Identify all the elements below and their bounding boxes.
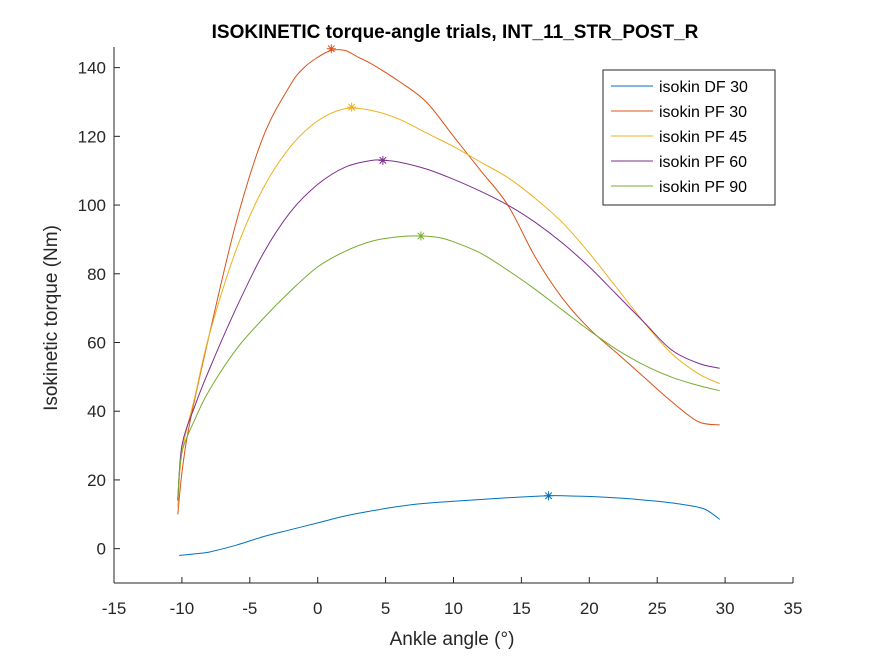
- y-tick-label: 80: [87, 265, 106, 284]
- y-tick-label: 100: [78, 196, 106, 215]
- peak-marker-2: [326, 44, 336, 54]
- x-tick-label: 20: [580, 599, 599, 618]
- series-line-1: [179, 495, 720, 556]
- y-tick-label: 0: [97, 540, 106, 559]
- y-tick-label: 20: [87, 471, 106, 490]
- peak-marker-3: [347, 102, 357, 112]
- x-tick-label: 30: [716, 599, 735, 618]
- x-ticks: -15 -10 -5 0 5 10 15 20 25 30 35: [102, 577, 803, 618]
- y-axis-label: Isokinetic torque (Nm): [41, 225, 62, 411]
- series-line-3: [177, 107, 720, 508]
- x-tick-label: 5: [381, 599, 390, 618]
- x-axis-label: Ankle angle (°): [390, 629, 515, 650]
- legend-label: isokin PF 90: [659, 179, 747, 196]
- legend: isokin DF 30 isokin PF 30 isokin PF 45 isok…: [602, 69, 776, 206]
- legend-label: isokin DF 30: [659, 79, 748, 96]
- x-tick-label: 35: [784, 599, 803, 618]
- x-tick-label: 10: [444, 599, 463, 618]
- legend-label: isokin PF 30: [659, 104, 747, 121]
- y-tick-label: 40: [87, 402, 106, 421]
- series-line-4: [177, 159, 720, 501]
- plot-area: [113, 44, 793, 584]
- legend-label: isokin PF 45: [659, 129, 747, 146]
- y-tick-label: 120: [78, 127, 106, 146]
- y-tick-label: 140: [78, 59, 106, 78]
- peak-marker-4: [378, 155, 388, 165]
- chart-title: ISOKINETIC torque-angle trials, INT_11_S…: [212, 22, 699, 43]
- y-tick-label: 60: [87, 333, 106, 352]
- series-line-2: [177, 49, 720, 515]
- x-tick-label: 25: [648, 599, 667, 618]
- x-tick-label: -15: [102, 599, 127, 618]
- x-tick-label: 15: [512, 599, 531, 618]
- series-group: [177, 44, 720, 556]
- y-ticks: 0 20 40 60 80 100 120 140: [78, 59, 120, 559]
- legend-label: isokin PF 60: [659, 154, 747, 171]
- peak-marker-5: [416, 231, 426, 241]
- x-tick-label: -10: [170, 599, 195, 618]
- series-line-5: [177, 235, 720, 498]
- x-tick-label: 0: [313, 599, 322, 618]
- legend-box: [602, 69, 776, 206]
- peak-marker-1: [544, 491, 554, 501]
- x-tick-label: -5: [242, 599, 257, 618]
